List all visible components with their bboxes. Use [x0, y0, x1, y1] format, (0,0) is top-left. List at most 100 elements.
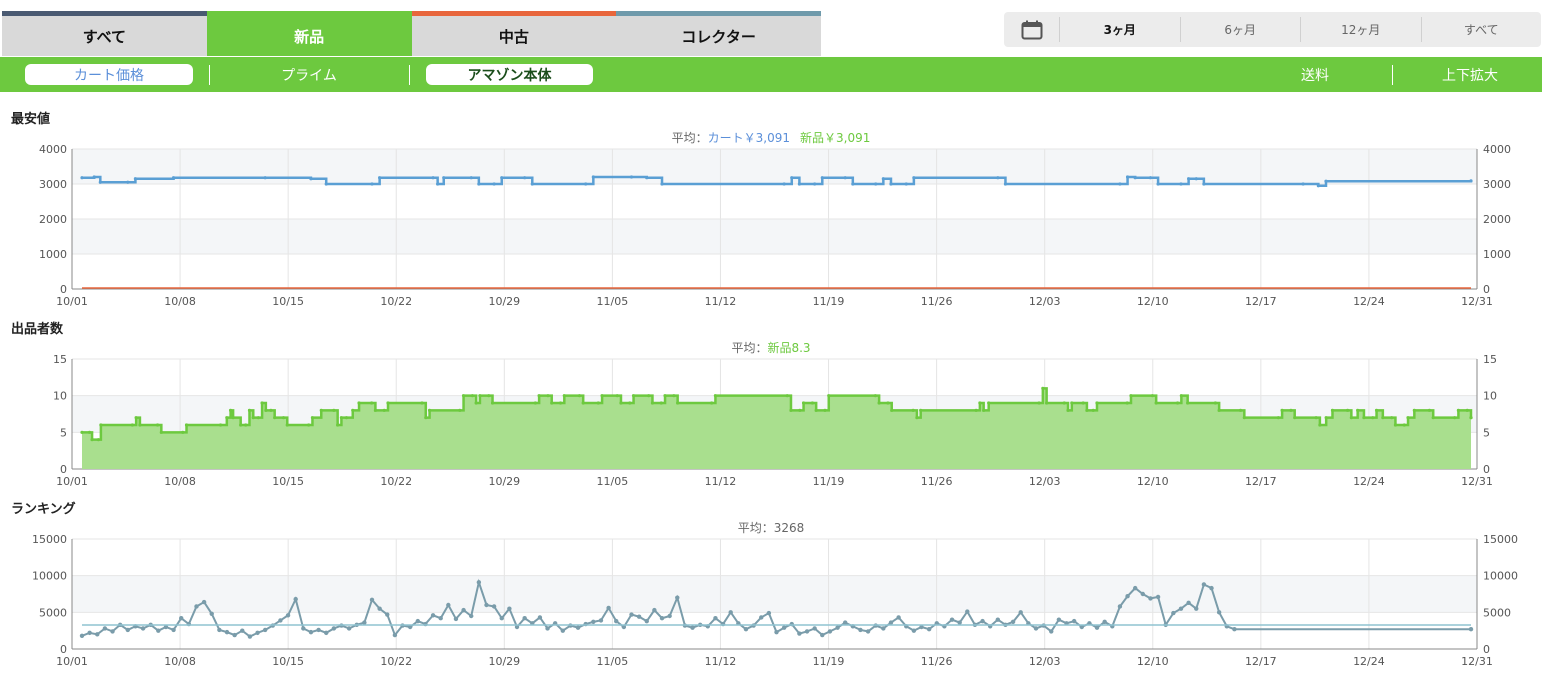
data-point [1186, 600, 1191, 605]
data-point [550, 401, 554, 405]
data-point [537, 394, 541, 398]
data-point [652, 607, 657, 613]
data-point [886, 401, 890, 405]
y-tick-label-right: 10 [1483, 390, 1497, 403]
data-point [827, 629, 833, 634]
data-point [474, 401, 478, 405]
data-point [96, 438, 100, 442]
x-tick-label: 11/12 [705, 475, 737, 488]
section-title-sellers: 出品者数 [11, 322, 64, 337]
data-point [1179, 182, 1183, 186]
data-point [896, 615, 901, 620]
data-point [1393, 423, 1398, 427]
x-tick-label: 10/22 [380, 655, 412, 668]
data-point [477, 182, 481, 186]
data-point [911, 408, 915, 412]
data-point [789, 408, 793, 412]
x-tick-label: 12/17 [1245, 475, 1277, 488]
data-point [647, 394, 651, 398]
data-point [558, 401, 563, 405]
data-point [1314, 416, 1318, 420]
data-point [675, 595, 680, 600]
data-point [1041, 386, 1045, 390]
data-point [491, 604, 497, 609]
range-3-months[interactable]: 3ヶ月 [1059, 17, 1180, 42]
data-point [949, 617, 955, 622]
data-point [827, 394, 831, 398]
data-point [209, 611, 214, 616]
condition-tabs: すべて 新品 中古 コレクター [2, 11, 821, 56]
data-point [1427, 408, 1432, 412]
data-point [1390, 416, 1394, 420]
shipping-toggle[interactable]: 送料 [1301, 67, 1329, 84]
data-point [710, 401, 714, 405]
data-point [247, 634, 253, 639]
y-tick-label-right: 1000 [1483, 248, 1511, 261]
tab-new[interactable]: 新品 [206, 11, 412, 56]
data-point [659, 401, 663, 405]
divider [409, 65, 410, 85]
data-point [310, 416, 315, 420]
data-point [1316, 184, 1320, 188]
ranking-chart: 10/01 10/08 10/15 10/22 10/29 11/05 11/12 11/19… [32, 533, 1518, 668]
data-point [1345, 408, 1350, 412]
tab-used[interactable]: 中古 [411, 11, 617, 56]
data-point [877, 401, 881, 405]
data-point [663, 394, 667, 398]
data-point [545, 626, 550, 631]
data-point [319, 408, 323, 412]
data-point [1125, 594, 1130, 599]
data-point [814, 408, 818, 412]
calendar-icon[interactable] [1004, 12, 1059, 47]
y-tick-label-right: 2000 [1483, 213, 1511, 226]
x-tick-label: 10/22 [380, 295, 412, 308]
data-point [1318, 423, 1322, 427]
data-point [92, 175, 96, 179]
data-point [874, 182, 878, 186]
data-point [431, 176, 435, 180]
data-point [835, 625, 840, 630]
data-point [1125, 175, 1130, 179]
data-point [316, 627, 321, 633]
data-point [660, 182, 664, 186]
data-point [1374, 408, 1379, 412]
y-tick-label: 3000 [39, 178, 67, 191]
data-point [446, 602, 451, 608]
data-point [293, 596, 298, 602]
data-point [797, 182, 801, 186]
tab-collector[interactable]: コレクター [616, 11, 821, 56]
prime-toggle[interactable]: プライム [281, 67, 337, 84]
data-point [912, 176, 916, 180]
data-point [1010, 619, 1016, 625]
data-point [575, 625, 581, 630]
data-point [1117, 604, 1123, 609]
x-tick-label: 11/12 [705, 655, 737, 668]
data-point [804, 629, 810, 634]
data-point [615, 394, 619, 398]
data-point [442, 176, 446, 180]
zoom-toggle[interactable]: 上下拡大 [1442, 67, 1498, 84]
data-point [820, 176, 824, 180]
data-point [865, 629, 871, 634]
range-12-months[interactable]: 12ヶ月 [1300, 17, 1421, 42]
data-point [1381, 416, 1385, 420]
data-point [1465, 408, 1469, 412]
data-point [1129, 394, 1133, 398]
x-tick-label: 10/01 [56, 295, 88, 308]
data-point [1469, 416, 1473, 420]
range-all[interactable]: すべて [1420, 17, 1542, 42]
data-point [1468, 627, 1474, 632]
amazon-toggle[interactable]: アマゾン本体 [426, 64, 593, 85]
data-point [1402, 423, 1406, 427]
data-point [596, 401, 600, 405]
range-6-months[interactable]: 6ヶ月 [1179, 17, 1301, 42]
data-point [798, 408, 802, 412]
data-point [823, 408, 827, 412]
data-point [628, 401, 632, 405]
data-point [484, 602, 489, 608]
data-point [377, 606, 382, 611]
tab-all[interactable]: すべて [2, 11, 207, 56]
data-point [430, 613, 436, 618]
cart-price-toggle[interactable]: カート価格 [25, 64, 193, 85]
divider [1392, 65, 1393, 85]
